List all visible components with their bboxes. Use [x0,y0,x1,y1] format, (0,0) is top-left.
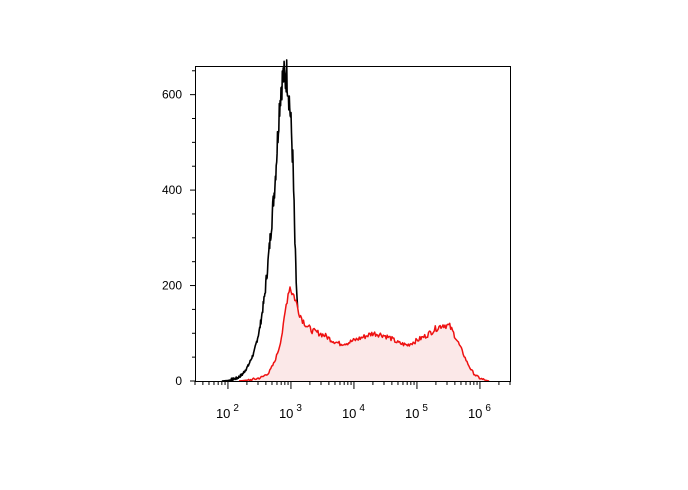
x-tick-base: 10 [342,406,356,421]
x-tick-exponent: 4 [359,403,365,414]
x-tick-exponent: 6 [485,403,491,414]
y-axis: 0 200 400 600 [162,70,195,388]
x-tick-label: 10 4 [342,403,365,421]
x-tick-base: 10 [405,406,419,421]
y-tick-label: 600 [162,88,182,102]
x-tick-exponent: 3 [296,403,302,414]
series-1-line [238,286,490,382]
x-axis: 10 2 10 3 10 4 10 5 10 6 [216,381,491,421]
y-tick-label: 200 [162,279,182,293]
x-tick-label: 10 5 [405,403,428,421]
x-tick-exponent: 2 [233,403,239,414]
series-layer [221,59,490,382]
x-tick-label: 10 2 [216,403,239,421]
x-tick-base: 10 [279,406,293,421]
y-tick-label: 0 [175,374,182,388]
plot-frame [195,66,511,382]
x-tick-exponent: 5 [422,403,428,414]
plot-frame-outline [195,66,511,382]
series-1-area [239,287,490,381]
x-tick-base: 10 [468,406,482,421]
x-tick-base: 10 [216,406,230,421]
x-tick-label: 10 3 [279,403,302,421]
y-tick-label: 400 [162,183,182,197]
x-tick-label: 10 6 [468,403,491,421]
